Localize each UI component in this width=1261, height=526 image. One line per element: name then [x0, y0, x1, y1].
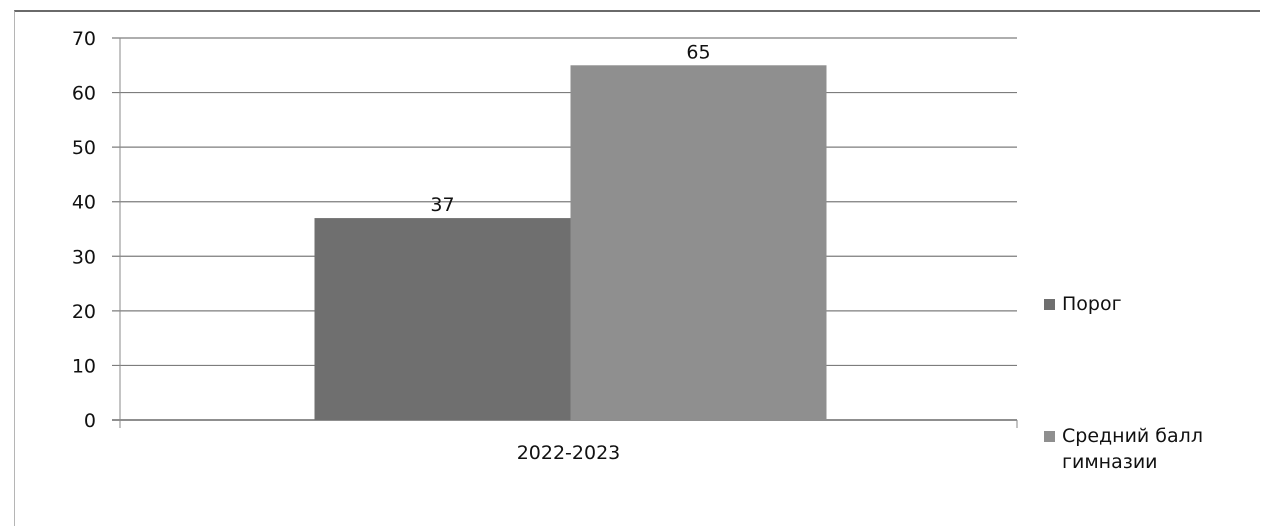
bars — [315, 65, 827, 420]
x-axis: 2022-2023 — [517, 420, 1017, 464]
y-tick-label: 0 — [84, 410, 96, 432]
legend-swatch — [1044, 299, 1055, 310]
data-label: 65 — [686, 41, 710, 63]
y-tick-label: 50 — [72, 137, 96, 159]
bar-porog — [315, 218, 571, 420]
x-category-label: 2022-2023 — [517, 442, 621, 464]
legend-label: Средний балл — [1062, 425, 1203, 447]
y-tick-label: 40 — [72, 192, 96, 214]
legend-swatch — [1044, 431, 1055, 442]
y-tick-label: 20 — [72, 301, 96, 323]
y-tick-label: 30 — [72, 246, 96, 268]
y-tick-label: 70 — [72, 28, 96, 50]
y-tick-label: 10 — [72, 355, 96, 377]
y-tick-label: 60 — [72, 83, 96, 105]
legend: Порог Средний балл гимназии — [1044, 293, 1203, 473]
y-axis: 0 10 20 30 40 50 60 70 — [72, 28, 120, 432]
bar-average-score — [571, 65, 827, 420]
legend-label: гимназии — [1062, 451, 1158, 473]
data-label: 37 — [430, 194, 454, 216]
legend-label: Порог — [1062, 293, 1122, 315]
